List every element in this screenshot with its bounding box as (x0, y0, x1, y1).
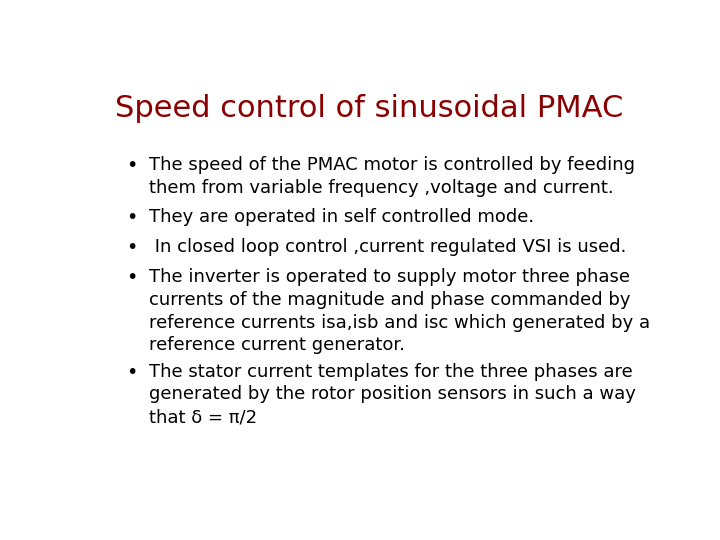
Text: The stator current templates for the three phases are
generated by the rotor pos: The stator current templates for the thr… (148, 362, 636, 426)
Text: They are operated in self controlled mode.: They are operated in self controlled mod… (148, 208, 534, 226)
Text: •: • (126, 268, 138, 287)
Text: In closed loop control ,current regulated VSI is used.: In closed loop control ,current regulate… (148, 238, 626, 256)
Text: •: • (126, 156, 138, 176)
Text: The inverter is operated to supply motor three phase
currents of the magnitude a: The inverter is operated to supply motor… (148, 268, 649, 354)
Text: Speed control of sinusoidal PMAC: Speed control of sinusoidal PMAC (114, 94, 624, 123)
Text: •: • (126, 208, 138, 227)
Text: The speed of the PMAC motor is controlled by feeding
them from variable frequenc: The speed of the PMAC motor is controlle… (148, 156, 634, 197)
Text: •: • (126, 362, 138, 382)
Text: •: • (126, 238, 138, 257)
